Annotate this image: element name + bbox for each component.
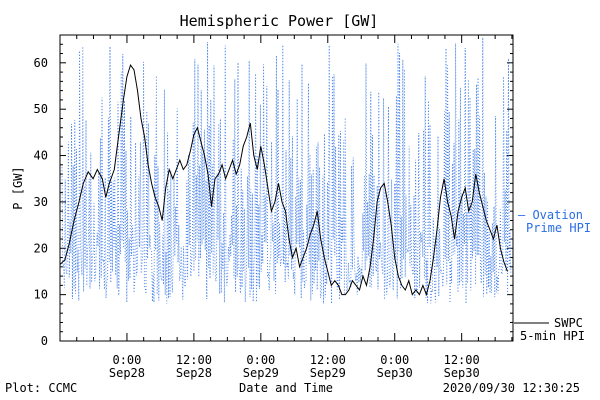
y-axis-label: P [GW] [11,166,25,209]
plot-frame [59,34,514,342]
y-tick-label: 60 [34,56,48,70]
x-tick-date: Sep29 [310,366,346,380]
legend-swpc-line2: 5-min HPI [520,329,585,343]
ovation-series-line [61,37,512,304]
x-tick-date: Sep30 [377,366,413,380]
x-tick-time: 12:00 [310,353,346,367]
y-tick-label: 0 [41,334,48,348]
swpc-series-line [59,64,508,297]
y-tick-label: 20 [34,241,48,255]
x-axis-label: Date and Time [239,381,333,395]
legend-ovation-line2: Prime HPI [526,221,591,235]
timestamp: 2020/09/30 12:30:25 [443,381,580,395]
x-tick-time: 0:00 [380,353,409,367]
x-tick-date: Sep28 [109,366,145,380]
chart-title: Hemispheric Power [GW] [180,12,379,30]
x-tick-time: 0:00 [112,353,141,367]
x-tick-date: Sep29 [243,366,279,380]
y-tick-label: 50 [34,102,48,116]
x-tick-time: 0:00 [246,353,275,367]
x-tick-time: 12:00 [176,353,212,367]
y-tick-label: 30 [34,195,48,209]
y-tick-label: 10 [34,288,48,302]
x-tick-date: Sep28 [176,366,212,380]
legend-swpc-line1: SWPC [554,316,583,330]
y-tick-label: 40 [34,149,48,163]
legend-ovation-line1: — Ovation [518,208,583,222]
x-tick-date: Sep30 [444,366,480,380]
x-tick-time: 12:00 [444,353,480,367]
plot-credit: Plot: CCMC [5,381,77,395]
